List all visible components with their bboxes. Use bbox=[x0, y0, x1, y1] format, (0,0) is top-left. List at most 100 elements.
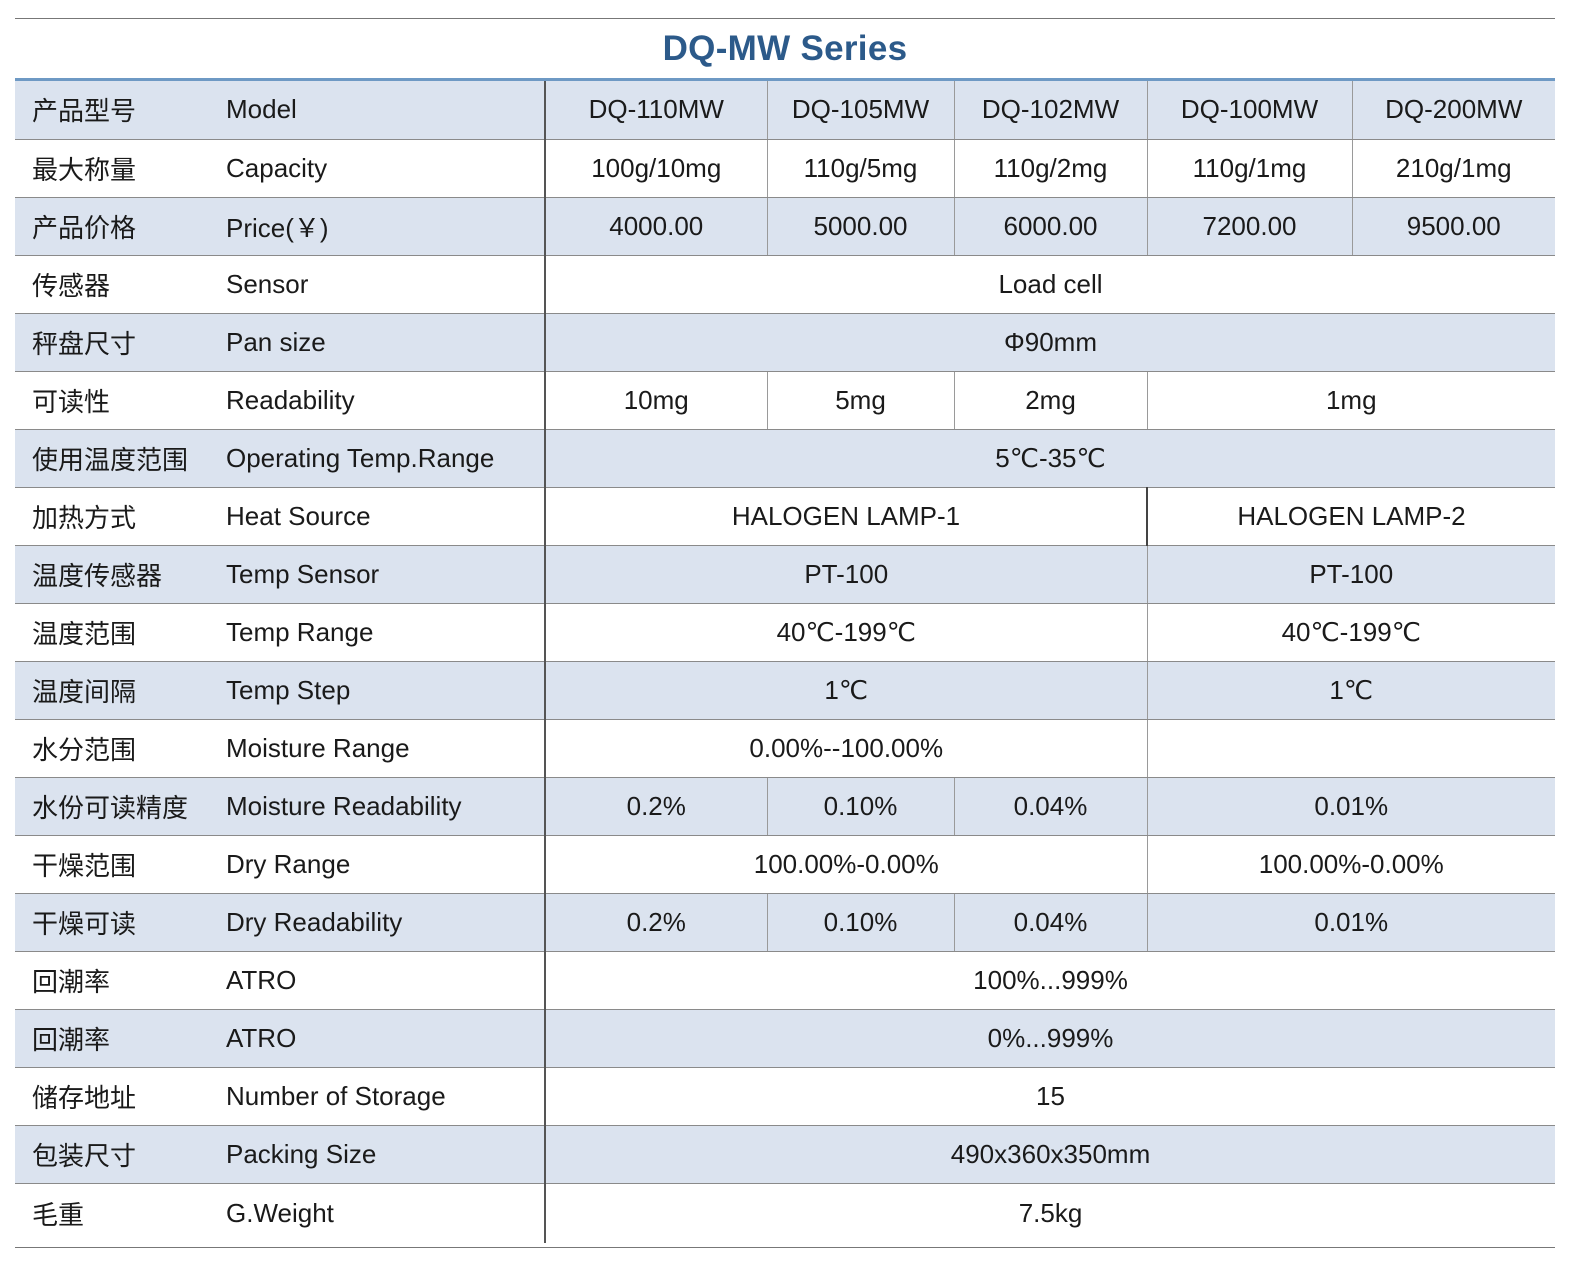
value-cell: 1mg bbox=[1146, 371, 1555, 430]
row-label-zh: 产品价格 bbox=[15, 197, 220, 256]
value-cell: 7200.00 bbox=[1146, 197, 1352, 256]
row-label-zh: 产品型号 bbox=[15, 81, 220, 140]
row-label-zh: 可读性 bbox=[15, 371, 220, 430]
value-cell: 110g/1mg bbox=[1146, 139, 1352, 198]
value-cell: 210g/1mg bbox=[1351, 139, 1555, 198]
value-cell bbox=[1146, 719, 1555, 778]
value-cell: PT-100 bbox=[545, 545, 1147, 604]
row-label-zh: 传感器 bbox=[15, 255, 220, 314]
table-row: 回潮率 ATRO 0%...999% bbox=[15, 1009, 1555, 1068]
row-label-en: Moisture Range bbox=[220, 719, 546, 778]
value-cell: 2mg bbox=[953, 371, 1147, 430]
table-row: 回潮率 ATRO 100%...999% bbox=[15, 951, 1555, 1010]
row-label-en: Price(￥) bbox=[220, 197, 546, 256]
value-cell: 0.2% bbox=[545, 893, 767, 952]
row-label-en: Dry Readability bbox=[220, 893, 546, 952]
value-cell: 100g/10mg bbox=[545, 139, 767, 198]
row-label-zh: 包装尺寸 bbox=[15, 1125, 220, 1184]
row-label-en: Dry Range bbox=[220, 835, 546, 894]
value-cell: 1℃ bbox=[1146, 661, 1555, 720]
value-cell: DQ-105MW bbox=[766, 81, 954, 140]
spec-sheet: DQ-MW Series 产品型号 Model DQ-110MW DQ-105MW DQ… bbox=[15, 18, 1555, 1248]
value-cell: 15 bbox=[545, 1067, 1555, 1126]
table-row: 水份可读精度 Moisture Readability 0.2% 0.10% 0.04%… bbox=[15, 777, 1555, 836]
value-cell: 0.01% bbox=[1146, 777, 1555, 836]
value-cell: Φ90mm bbox=[545, 313, 1555, 372]
table-row: 加热方式 Heat Source HALOGEN LAMP-1 HALOGEN LAM… bbox=[15, 487, 1555, 546]
value-cell: 100.00%-0.00% bbox=[545, 835, 1147, 894]
table-row: 秤盘尺寸 Pan size Φ90mm bbox=[15, 313, 1555, 372]
value-cell: 0.10% bbox=[766, 893, 954, 952]
row-label-en: Temp Range bbox=[220, 603, 546, 662]
value-cell: 0.00%--100.00% bbox=[545, 719, 1147, 778]
row-label-zh: 干燥范围 bbox=[15, 835, 220, 894]
table-row: 温度范围 Temp Range 40℃-199℃ 40℃-199℃ bbox=[15, 603, 1555, 662]
spec-table-body: 产品型号 Model DQ-110MW DQ-105MW DQ-102MW DQ-100M… bbox=[15, 81, 1555, 1243]
table-row: 干燥范围 Dry Range 100.00%-0.00% 100.00%-0.00% bbox=[15, 835, 1555, 894]
row-label-en: Packing Size bbox=[220, 1125, 546, 1184]
row-label-zh: 使用温度范围 bbox=[15, 429, 220, 488]
table-row: 使用温度范围 Operating Temp.Range 5℃-35℃ bbox=[15, 429, 1555, 488]
table-row: 储存地址 Number of Storage 15 bbox=[15, 1067, 1555, 1126]
row-label-en: Moisture Readability bbox=[220, 777, 546, 836]
value-cell: 0.10% bbox=[766, 777, 954, 836]
table-row: 干燥可读 Dry Readability 0.2% 0.10% 0.04% 0.01% bbox=[15, 893, 1555, 952]
value-cell: 490x360x350mm bbox=[545, 1125, 1555, 1184]
row-label-zh: 储存地址 bbox=[15, 1067, 220, 1126]
row-label-zh: 回潮率 bbox=[15, 1009, 220, 1068]
row-label-zh: 秤盘尺寸 bbox=[15, 313, 220, 372]
row-label-en: Operating Temp.Range bbox=[220, 429, 546, 488]
table-row: 包装尺寸 Packing Size 490x360x350mm bbox=[15, 1125, 1555, 1184]
row-label-en: ATRO bbox=[220, 951, 546, 1010]
table-row: 产品型号 Model DQ-110MW DQ-105MW DQ-102MW DQ-100M… bbox=[15, 81, 1555, 140]
value-cell: HALOGEN LAMP-1 bbox=[545, 487, 1147, 546]
value-cell: 5mg bbox=[766, 371, 954, 430]
value-cell: 110g/5mg bbox=[766, 139, 954, 198]
value-cell: Load cell bbox=[545, 255, 1555, 314]
row-label-en: Heat Source bbox=[220, 487, 546, 546]
value-cell: 0.01% bbox=[1146, 893, 1555, 952]
row-label-zh: 干燥可读 bbox=[15, 893, 220, 952]
row-label-zh: 温度传感器 bbox=[15, 545, 220, 604]
row-label-zh: 温度范围 bbox=[15, 603, 220, 662]
row-label-en: Capacity bbox=[220, 139, 546, 198]
value-cell: DQ-200MW bbox=[1351, 81, 1555, 140]
value-cell: 0%...999% bbox=[545, 1009, 1555, 1068]
table-row: 温度传感器 Temp Sensor PT-100 PT-100 bbox=[15, 545, 1555, 604]
value-cell: 110g/2mg bbox=[953, 139, 1147, 198]
value-cell: PT-100 bbox=[1146, 545, 1555, 604]
value-cell: 100.00%-0.00% bbox=[1146, 835, 1555, 894]
row-label-en: Pan size bbox=[220, 313, 546, 372]
value-cell: DQ-102MW bbox=[953, 81, 1147, 140]
row-label-en: Temp Step bbox=[220, 661, 546, 720]
table-row: 传感器 Sensor Load cell bbox=[15, 255, 1555, 314]
value-cell: 7.5kg bbox=[1018, 1197, 1083, 1228]
row-label-en: Number of Storage bbox=[220, 1067, 546, 1126]
row-label-zh: 水分范围 bbox=[15, 719, 220, 778]
table-row: 产品价格 Price(￥) 4000.00 5000.00 6000.00 7200.00… bbox=[15, 197, 1555, 256]
value-cell: DQ-100MW bbox=[1146, 81, 1352, 140]
spec-table: 产品型号 Model DQ-110MW DQ-105MW DQ-102MW DQ-100M… bbox=[15, 81, 1555, 1243]
page-title: DQ-MW Series bbox=[662, 28, 908, 68]
title-bar: DQ-MW Series bbox=[15, 19, 1555, 81]
row-label-en: Readability bbox=[220, 371, 546, 430]
value-cell: 10mg bbox=[545, 371, 767, 430]
value-cell: 6000.00 bbox=[953, 197, 1147, 256]
row-label-zh: 加热方式 bbox=[15, 487, 220, 546]
value-cell: 0.2% bbox=[545, 777, 767, 836]
value-cell: 0.04% bbox=[953, 777, 1147, 836]
row-label-en: Sensor bbox=[220, 255, 546, 314]
table-row: 毛重 G.Weight 7.5kg bbox=[15, 1183, 1555, 1243]
value-cell: 0.04% bbox=[953, 893, 1147, 952]
value-cell: DQ-110MW bbox=[545, 81, 767, 140]
table-row: 温度间隔 Temp Step 1℃ 1℃ bbox=[15, 661, 1555, 720]
row-label-zh: 水份可读精度 bbox=[15, 777, 220, 836]
value-cell: 1℃ bbox=[545, 661, 1147, 720]
table-row: 可读性 Readability 10mg 5mg 2mg 1mg bbox=[15, 371, 1555, 430]
value-cell: 40℃-199℃ bbox=[1146, 603, 1555, 662]
row-label-zh: 毛重 bbox=[32, 1199, 85, 1230]
row-label-zh: 最大称量 bbox=[15, 139, 220, 198]
row-label-en: Model bbox=[220, 81, 546, 140]
row-label-zh: 温度间隔 bbox=[15, 661, 220, 720]
value-cell: 100%...999% bbox=[545, 951, 1555, 1010]
